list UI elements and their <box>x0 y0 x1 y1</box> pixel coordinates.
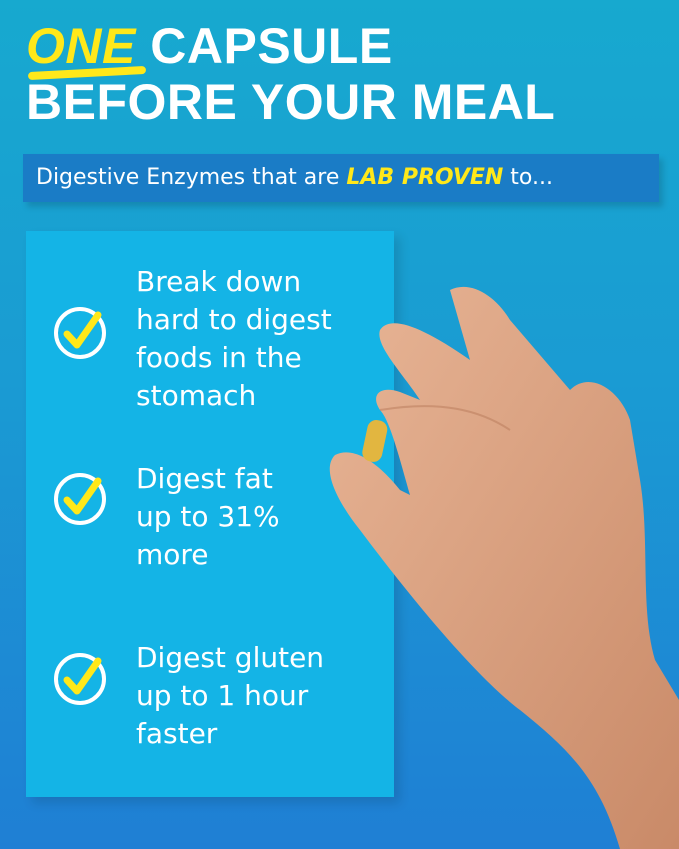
headline-emphasis: ONE <box>26 18 136 74</box>
benefit-text: Digest fat up to 31% more <box>136 462 280 571</box>
benefit-text: Digest gluten up to 1 hour faster <box>136 641 325 750</box>
banner-highlight: LAB PROVEN <box>346 165 504 190</box>
capsule <box>362 420 388 462</box>
check-circle-icon <box>54 653 106 705</box>
banner-text-end: to... <box>503 165 553 190</box>
headline-line2: BEFORE YOUR MEAL <box>26 74 556 130</box>
banner-text: Digestive Enzymes that are <box>36 165 347 190</box>
headline: ONE CAPSULE BEFORE YOUR MEAL <box>26 18 555 130</box>
subtitle-banner: Digestive Enzymes that are LAB PROVEN to… <box>23 154 659 202</box>
benefits-panel: Break down hard to digest foods in the s… <box>26 231 394 797</box>
hand-holding-capsule-image <box>329 286 679 849</box>
check-circle-icon <box>54 307 106 359</box>
benefit-text: Break down hard to digest foods in the s… <box>136 265 332 412</box>
check-circle-icon <box>54 473 106 525</box>
headline-line1: CAPSULE <box>135 18 393 74</box>
